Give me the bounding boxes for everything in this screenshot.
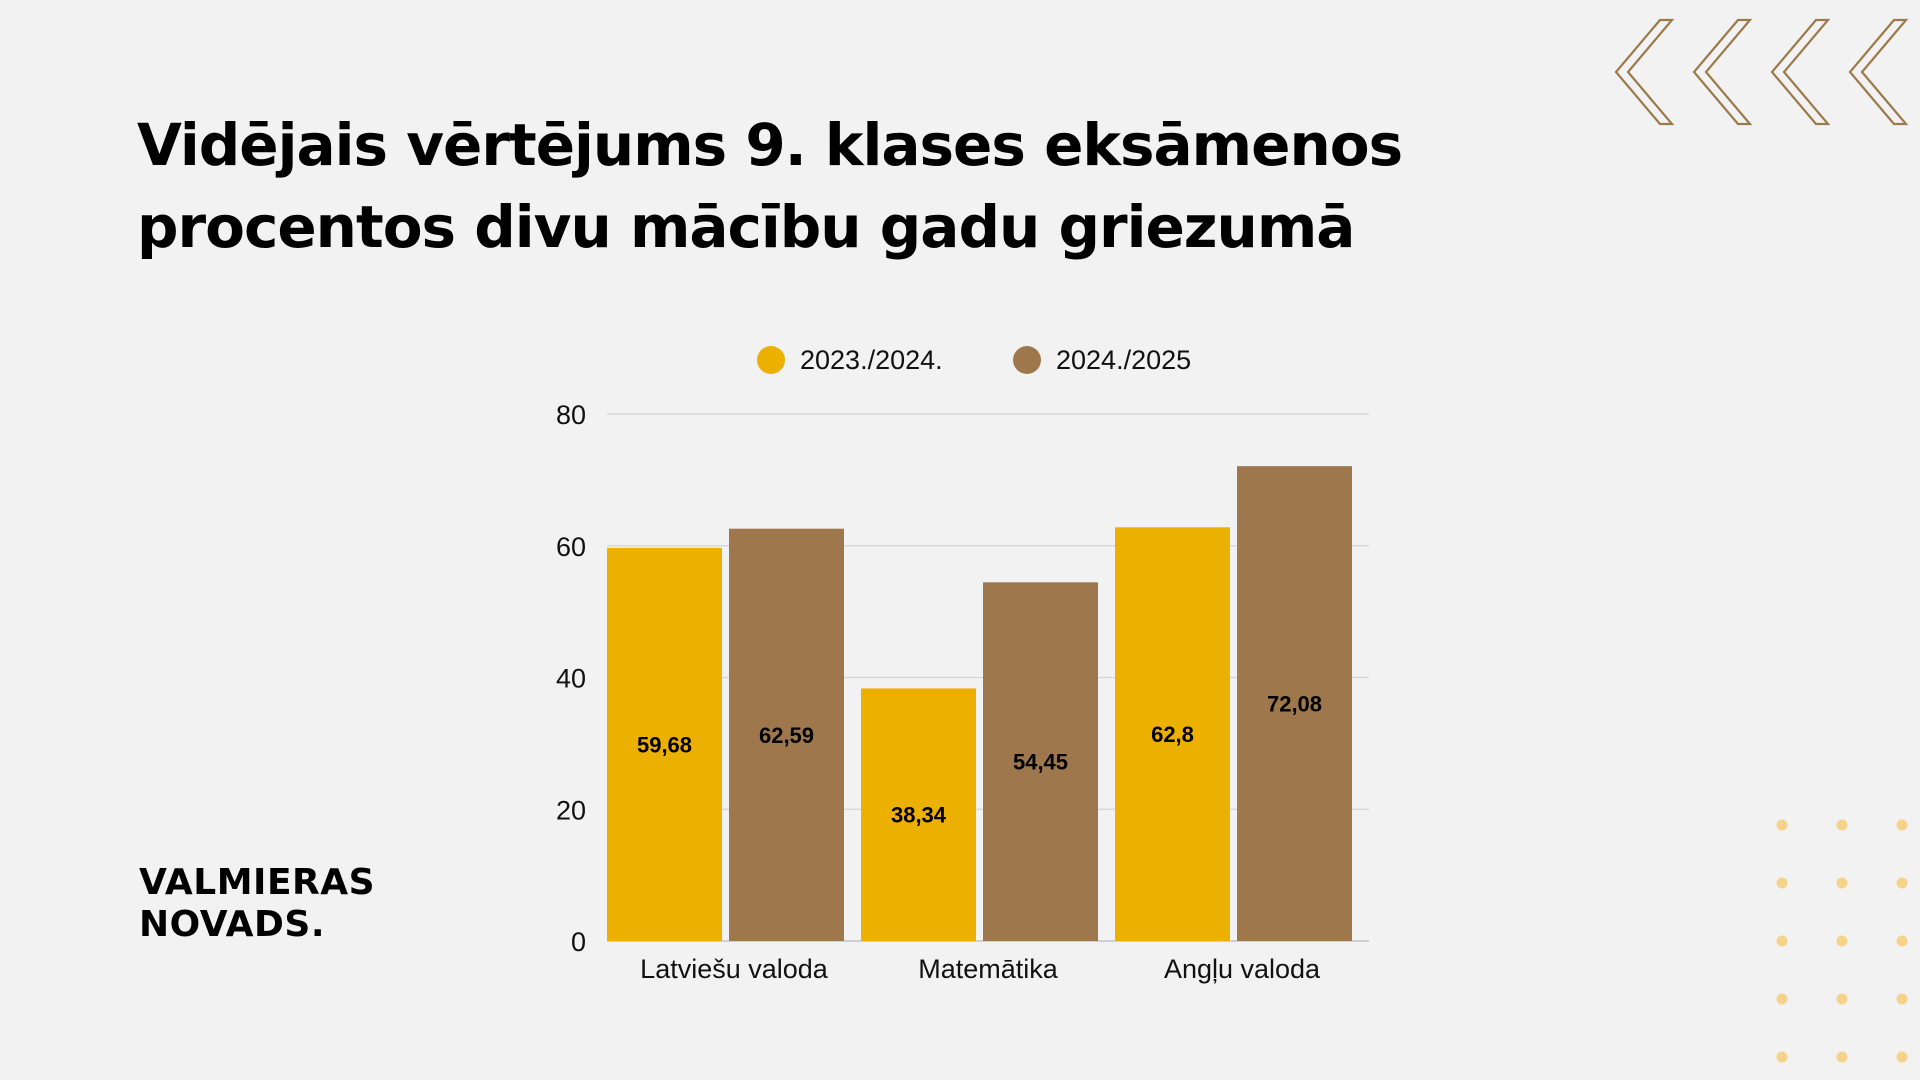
page-title: Vidējais vērtējums 9. klases eksāmenos p…	[137, 104, 1437, 268]
dot-icon	[1836, 877, 1848, 889]
chevron-icon	[1692, 18, 1753, 126]
bar-value-label: 72,08	[1267, 692, 1322, 717]
dot-icon	[1776, 819, 1788, 831]
dot-icon	[1776, 877, 1788, 889]
dot-icon	[1836, 1051, 1848, 1063]
x-axis: Latviešu valoda Matemātika Angļu valoda	[640, 954, 1321, 984]
bar	[729, 528, 844, 941]
dot-icon	[1776, 1051, 1788, 1063]
dot-icon	[1896, 993, 1908, 1005]
decorative-chevrons-icon	[1614, 18, 1909, 126]
dot-icon	[1896, 1051, 1908, 1063]
valmieras-novads-logo: VALMIERAS NOVADS.	[139, 862, 375, 946]
dot-icon	[1836, 935, 1848, 947]
dot-icon	[1896, 935, 1908, 947]
dot-icon	[1896, 877, 1908, 889]
y-tick-label: 0	[571, 927, 586, 957]
bar-value-label: 62,59	[759, 723, 814, 748]
bar	[861, 688, 976, 941]
dot-icon	[1836, 819, 1848, 831]
x-tick-label: Angļu valoda	[1164, 954, 1321, 984]
bar-value-label: 62,8	[1151, 722, 1194, 747]
bar-value-label: 59,68	[637, 732, 692, 757]
y-tick-label: 60	[556, 532, 586, 562]
x-tick-label: Latviešu valoda	[640, 954, 829, 984]
y-tick-label: 20	[556, 795, 586, 825]
title-line-1: Vidējais vērtējums 9. klases eksāmenos	[137, 111, 1403, 179]
decorative-dots-icon	[1776, 819, 1908, 1063]
y-tick-label: 80	[556, 400, 586, 430]
dot-icon	[1836, 993, 1848, 1005]
legend-marker	[757, 346, 785, 374]
bar	[1237, 466, 1352, 941]
dot-icon	[1776, 993, 1788, 1005]
y-axis: 0 20 40 60 80	[556, 400, 586, 957]
bar	[983, 582, 1098, 941]
logo-line-2: NOVADS.	[139, 904, 326, 945]
bar-value-label: 54,45	[1013, 750, 1068, 775]
legend-marker	[1013, 346, 1041, 374]
bar	[607, 547, 722, 941]
dot-icon	[1776, 935, 1788, 947]
logo-line-1: VALMIERAS	[139, 862, 376, 903]
chevron-icon	[1770, 18, 1831, 126]
bar	[1115, 527, 1230, 941]
legend-label: 2024./2025	[1056, 345, 1191, 375]
y-tick-label: 40	[556, 664, 586, 694]
bar-value-label: 38,34	[891, 803, 947, 828]
chart-legend: 2023./2024. 2024./2025	[757, 345, 1191, 375]
chart-bars: 59,68 62,59 38,34 54,45 62,8 72,08	[607, 466, 1352, 941]
chevron-icon	[1848, 18, 1909, 126]
dot-icon	[1896, 819, 1908, 831]
chevron-icon	[1614, 18, 1675, 126]
x-tick-label: Matemātika	[918, 954, 1059, 984]
title-line-2: procentos divu mācību gadu griezumā	[137, 193, 1355, 261]
legend-label: 2023./2024.	[800, 345, 943, 375]
